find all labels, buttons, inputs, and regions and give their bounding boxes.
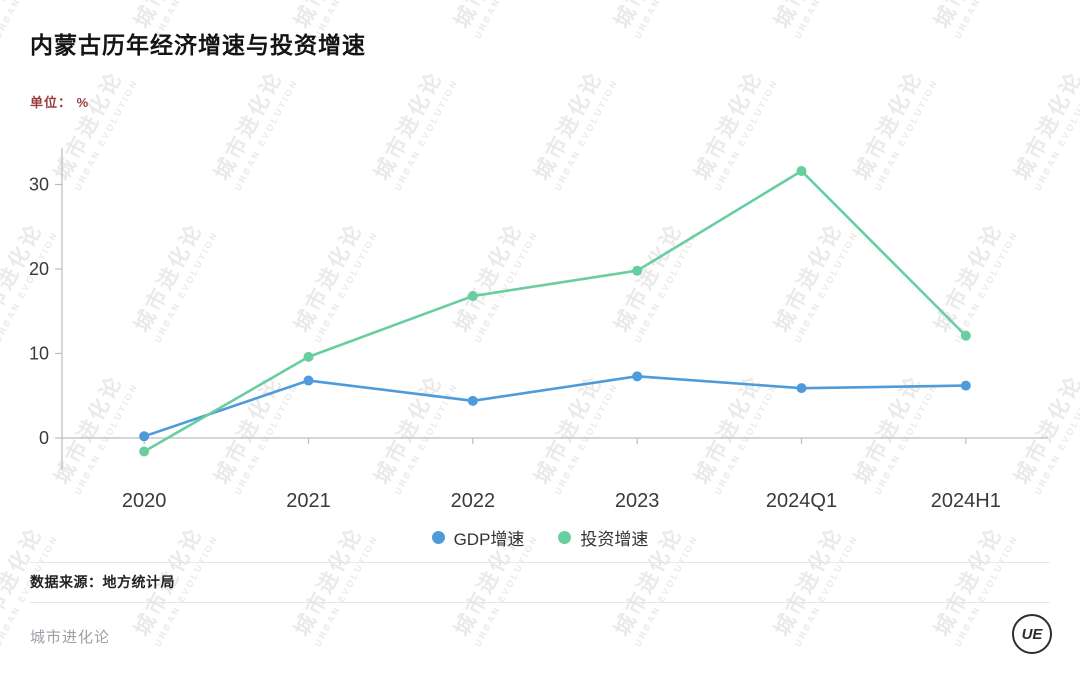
svg-text:10: 10 [29, 344, 49, 364]
legend-item-gdp: GDP增速 [431, 525, 525, 550]
svg-text:30: 30 [29, 175, 49, 195]
svg-text:2022: 2022 [451, 490, 496, 512]
legend-label-gdp: GDP增速 [453, 530, 525, 549]
legend-dot-gdp [431, 531, 445, 544]
svg-text:2023: 2023 [615, 490, 660, 512]
svg-text:2020: 2020 [122, 490, 167, 512]
divider-bottom [30, 602, 1050, 603]
svg-text:0: 0 [39, 428, 49, 448]
svg-text:2024Q1: 2024Q1 [766, 490, 837, 512]
ue-logo: UE [1012, 614, 1052, 654]
brand-name: 城市进化论 [30, 629, 111, 646]
legend-item-investment: 投资增速 [558, 525, 648, 550]
legend-label-investment: 投资增速 [580, 530, 649, 549]
data-source: 数据来源：地方统计局 [30, 574, 175, 590]
svg-text:20: 20 [29, 259, 49, 279]
divider-top [30, 562, 1050, 563]
svg-text:2021: 2021 [286, 490, 331, 512]
unit-label: 单位： % [30, 95, 90, 110]
chart-title: 内蒙古历年经济增速与投资增速 [30, 32, 366, 58]
legend: GDP增速 投资增速 [0, 525, 1080, 550]
legend-dot-investment [558, 531, 572, 544]
svg-text:2024H1: 2024H1 [931, 490, 1001, 512]
